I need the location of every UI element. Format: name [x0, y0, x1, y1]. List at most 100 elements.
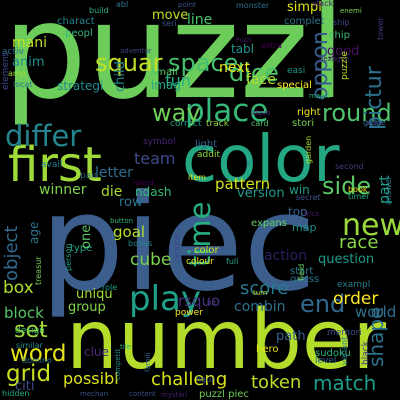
word-expans: expans	[251, 218, 287, 229]
word-similar: similar	[16, 341, 43, 350]
word-goal: goal	[113, 223, 146, 241]
word-game: game	[363, 118, 386, 127]
word-full: full	[226, 257, 239, 266]
word-play: play	[129, 279, 201, 319]
word-answer: answer	[384, 176, 393, 205]
word-small: small	[151, 67, 178, 78]
word-uniqu: uniqu	[76, 287, 113, 302]
word-color: color	[182, 123, 340, 197]
word-start: start	[290, 266, 314, 277]
word-puzzle: puzzle	[340, 51, 350, 80]
word-Puzzl-small: Puzzl	[236, 37, 252, 44]
word-track: track	[206, 119, 229, 129]
word-line: line	[187, 12, 213, 28]
word-memori: memori	[327, 328, 362, 338]
word-tri: tri	[246, 159, 254, 167]
word-book: book	[348, 185, 368, 194]
word-round: round	[322, 99, 392, 127]
word-box: box	[3, 278, 34, 298]
word-fun: fun	[165, 71, 191, 90]
word-one: one	[79, 224, 94, 249]
word-oppon: oppon	[308, 31, 333, 100]
word-mechan: mechan	[80, 390, 109, 398]
word-pair: pair	[80, 171, 98, 181]
word-cube: cube	[130, 250, 172, 270]
word-mani: mani	[12, 35, 47, 51]
word-correct: correct	[170, 119, 202, 129]
word-grid: grid	[6, 361, 52, 387]
word-end: end	[300, 290, 346, 318]
word-object: object	[1, 225, 22, 281]
word-puzzl-piec: puzzl piec	[199, 389, 249, 400]
word-word: word	[10, 341, 67, 367]
word-score: score	[240, 278, 289, 299]
word-button: button	[110, 217, 134, 225]
word-challeng: challeng	[151, 369, 228, 390]
word-tile: tile	[120, 343, 131, 351]
word-color-small: color	[194, 245, 219, 256]
word-point: point	[178, 1, 196, 9]
word-place: place	[185, 93, 269, 129]
word-clue: clue	[84, 345, 109, 359]
word-citi: citi	[15, 379, 35, 394]
word-sudoku: sudoku	[315, 348, 351, 359]
word-domino: domino	[22, 356, 52, 365]
word-number: number	[66, 293, 387, 388]
word-group: group	[68, 300, 106, 315]
word-role: role	[102, 283, 118, 292]
word-treasur: treasur	[34, 256, 43, 285]
word-turn: turn	[253, 289, 268, 297]
word-new: new	[342, 208, 400, 243]
word-hero: hero	[256, 344, 279, 355]
word-set: set	[14, 318, 48, 343]
word-match: match	[313, 371, 377, 395]
word-bit: bit	[207, 299, 217, 307]
word-map: map	[292, 221, 317, 234]
word-garden: garden	[304, 135, 313, 164]
word-die: die	[101, 184, 123, 200]
word-first: first	[8, 137, 102, 193]
word-extra: extra	[261, 41, 282, 50]
word-stori: stori	[292, 118, 315, 129]
word-imag: imag	[151, 78, 181, 92]
word-question: question	[318, 252, 375, 267]
word-field: field	[297, 263, 306, 281]
word-seri: seri	[162, 19, 177, 28]
word-combin: combin	[234, 299, 286, 315]
word-adventur: adventur	[120, 47, 152, 55]
word-content: content	[129, 390, 156, 398]
word-block: block	[4, 304, 44, 322]
word-exampl: exampl	[337, 280, 371, 290]
word-dice: dice	[229, 59, 279, 87]
word-face: face	[246, 72, 276, 88]
word-island: island	[133, 179, 154, 187]
word-hidden: hidden	[2, 389, 30, 398]
word-magic: magic	[309, 92, 331, 100]
word-easi: easi	[287, 66, 306, 76]
word-design: design	[15, 326, 45, 336]
word-level: level	[315, 356, 337, 366]
word-action: action	[264, 248, 308, 264]
word-charact: charact	[57, 16, 95, 27]
word-timer: timer	[348, 192, 370, 201]
word-variant: variant	[340, 336, 349, 365]
word-letter: letter	[95, 165, 133, 181]
word-child: child	[113, 61, 128, 92]
word-winner: winner	[39, 182, 87, 198]
word-random: random	[172, 230, 181, 262]
word-token: token	[251, 372, 302, 393]
word-second: second	[335, 162, 364, 171]
word-move: move	[152, 8, 189, 23]
word-strategi: strategi	[57, 79, 104, 93]
word-version: version	[237, 186, 285, 201]
word-item: item	[188, 173, 207, 182]
word-complet: complet	[284, 16, 325, 27]
word-pattern: pattern	[215, 175, 271, 193]
word-anim: anim	[12, 55, 45, 70]
word-monster: monster	[236, 1, 270, 10]
word-bonus: bonus	[128, 239, 153, 248]
word-side: side	[322, 172, 372, 200]
word-light: light	[195, 139, 218, 150]
word-way: way	[152, 99, 201, 127]
